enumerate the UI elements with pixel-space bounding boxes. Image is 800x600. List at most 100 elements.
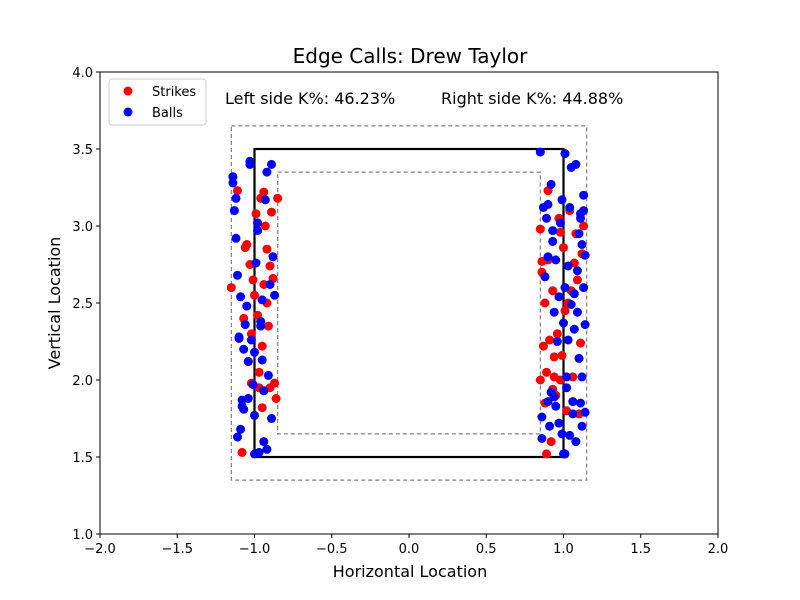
point-strikes — [542, 367, 551, 377]
point-balls — [257, 355, 267, 365]
point-balls — [251, 258, 261, 268]
y-tick-label: 1.0 — [72, 528, 93, 543]
y-tick-label: 3.0 — [72, 220, 93, 235]
point-balls — [566, 300, 576, 309]
y-axis: 1.0 1.5 2.0 2.5 3.0 3.5 4.0 — [72, 66, 100, 543]
legend-marker-balls — [123, 107, 133, 117]
point-balls — [250, 410, 259, 420]
point-balls — [557, 429, 567, 439]
point-strikes — [546, 437, 556, 447]
point-strikes — [542, 449, 551, 459]
point-balls — [236, 292, 246, 302]
point-balls — [549, 392, 559, 402]
point-balls — [256, 321, 266, 331]
point-strikes — [250, 290, 259, 300]
legend-label-balls: Balls — [152, 106, 183, 121]
point-balls — [243, 394, 253, 403]
point-balls — [228, 178, 238, 188]
point-balls — [253, 218, 263, 228]
point-strikes — [552, 329, 562, 339]
point-balls — [579, 190, 589, 200]
point-balls — [535, 147, 545, 157]
point-strikes — [271, 394, 281, 403]
point-balls — [569, 324, 579, 334]
point-strikes — [254, 367, 264, 377]
x-tick-label: −1.5 — [161, 542, 193, 557]
point-strikes — [273, 193, 283, 203]
y-tick-label: 2.5 — [72, 297, 93, 312]
left-side-k-annotation: Left side K%: 46.23% — [225, 89, 395, 108]
point-strikes — [248, 275, 258, 285]
point-strikes — [260, 221, 270, 231]
x-axis-title: Horizontal Location — [333, 562, 487, 581]
point-strikes — [237, 447, 247, 457]
point-balls — [551, 255, 561, 265]
point-strikes — [548, 286, 558, 296]
point-balls — [569, 289, 579, 299]
point-balls — [554, 292, 564, 302]
point-balls — [233, 432, 242, 442]
point-strikes — [265, 261, 275, 271]
point-strikes — [251, 209, 261, 219]
point-balls — [545, 421, 555, 431]
point-strikes — [579, 221, 589, 231]
point-balls — [257, 295, 267, 305]
point-strikes — [560, 306, 570, 316]
point-strikes — [535, 375, 545, 385]
point-strikes — [555, 227, 565, 237]
point-balls — [262, 167, 272, 177]
point-balls — [568, 409, 578, 419]
point-balls — [560, 449, 570, 459]
point-balls — [548, 236, 558, 246]
point-strikes — [267, 207, 276, 217]
legend-marker-strikes — [123, 86, 133, 96]
point-strikes — [549, 352, 559, 362]
point-strikes — [572, 275, 582, 285]
point-balls — [579, 283, 589, 293]
point-strikes — [257, 403, 267, 413]
point-strikes — [240, 243, 250, 253]
chart-title: Edge Calls: Drew Taylor — [293, 44, 529, 68]
point-balls — [563, 335, 573, 345]
legend: Strikes Balls — [108, 78, 207, 126]
point-balls — [267, 159, 276, 169]
x-tick-label: 2.0 — [708, 542, 729, 557]
point-balls — [231, 233, 241, 243]
point-balls — [576, 398, 585, 408]
point-balls — [243, 357, 253, 366]
point-strikes — [540, 298, 550, 308]
point-strikes — [576, 338, 585, 348]
point-balls — [228, 172, 238, 182]
point-balls — [239, 344, 249, 354]
point-balls — [560, 149, 570, 159]
point-strikes — [259, 280, 269, 289]
point-balls — [562, 372, 572, 382]
x-tick-label: −0.5 — [316, 542, 348, 557]
point-strikes — [233, 186, 242, 196]
point-strikes — [537, 256, 547, 266]
point-balls — [253, 226, 263, 236]
y-tick-label: 2.0 — [72, 374, 93, 389]
point-balls — [270, 290, 280, 300]
strike-zone — [253, 147, 565, 459]
x-tick-label: 0.5 — [476, 542, 497, 557]
zone-layer — [230, 125, 588, 481]
point-balls — [263, 370, 273, 380]
x-tick-label: 1.5 — [630, 542, 651, 557]
point-balls — [265, 280, 275, 289]
inner-edge-zone — [277, 171, 541, 435]
point-balls — [565, 203, 575, 212]
point-balls — [543, 199, 553, 209]
point-balls — [248, 380, 258, 390]
point-balls — [548, 226, 558, 236]
point-balls — [576, 213, 585, 223]
point-balls — [543, 397, 553, 407]
point-balls — [546, 179, 556, 189]
point-balls — [246, 335, 256, 345]
point-balls — [245, 159, 255, 169]
point-strikes — [568, 372, 578, 382]
x-tick-label: 1.0 — [553, 542, 574, 557]
point-balls — [549, 307, 559, 317]
point-balls — [540, 272, 550, 282]
point-strikes — [559, 243, 568, 253]
